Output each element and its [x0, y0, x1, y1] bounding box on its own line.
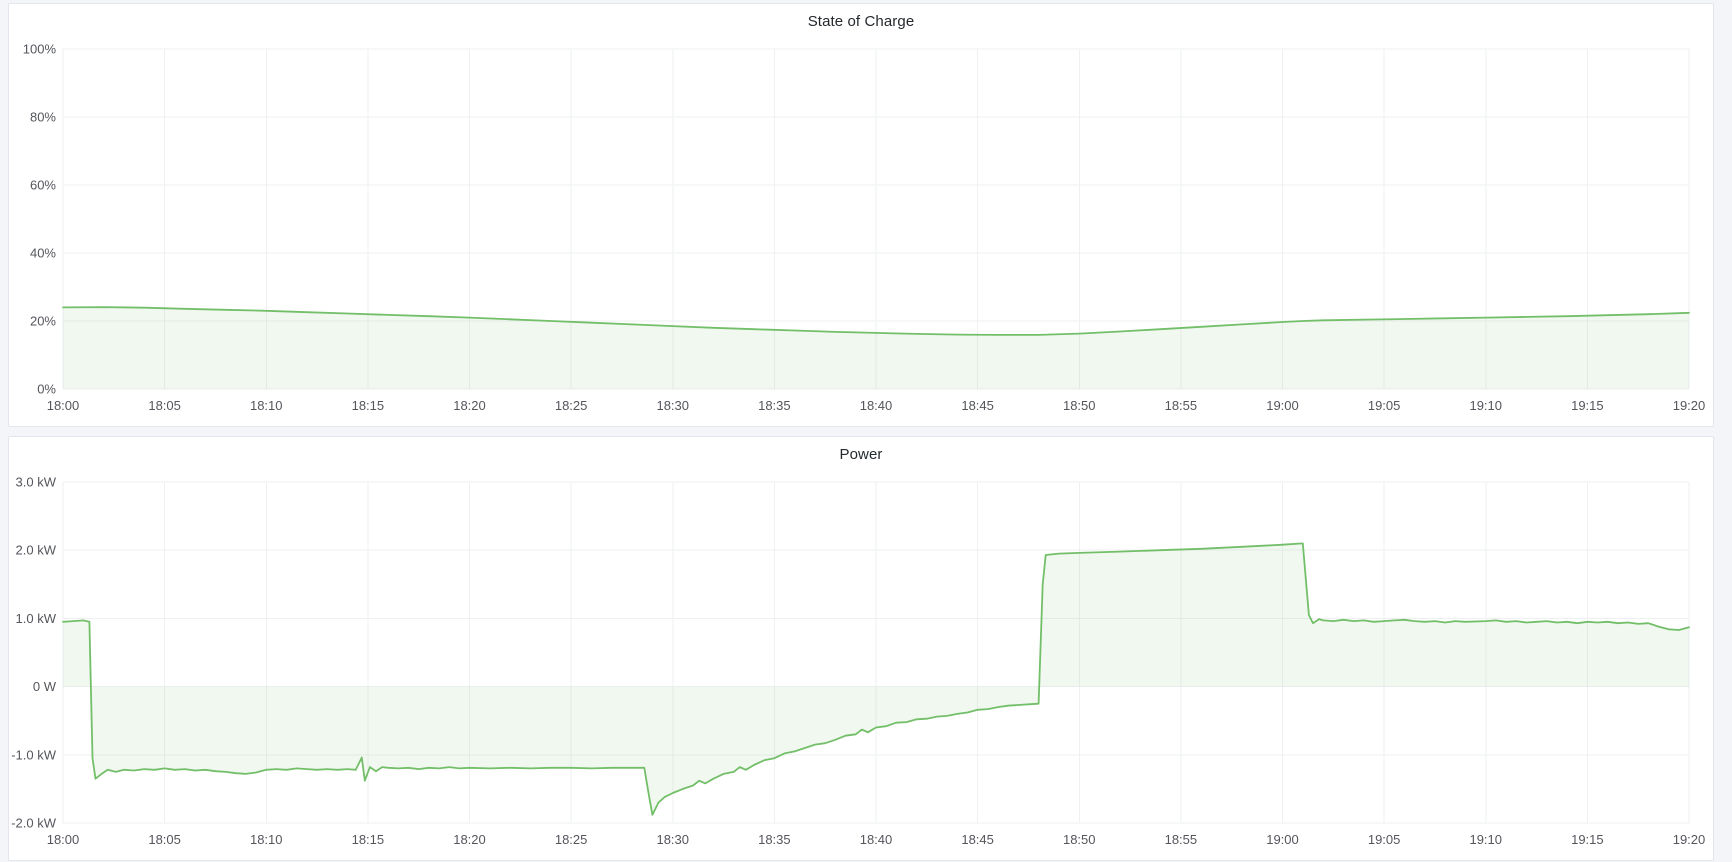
panel-title-state-of-charge[interactable]: State of Charge	[807, 12, 915, 30]
x-axis-label: 19:00	[1266, 832, 1299, 847]
x-axis-label: 18:45	[961, 398, 994, 413]
series-area	[63, 307, 1689, 389]
y-axis-label: 60%	[30, 178, 56, 193]
x-axis-label: 19:05	[1368, 398, 1401, 413]
y-axis-label: 3.0 kW	[16, 475, 57, 490]
y-axis-label: 100%	[23, 42, 57, 57]
x-axis-label: 18:40	[860, 832, 893, 847]
y-axis-label: 40%	[30, 246, 56, 261]
x-axis-label: 18:10	[250, 398, 283, 413]
y-axis-label: -1.0 kW	[11, 747, 57, 762]
x-axis-label: 18:20	[453, 398, 486, 413]
x-axis-label: 18:20	[453, 832, 486, 847]
y-axis-label: -2.0 kW	[11, 816, 57, 831]
x-axis-label: 18:25	[555, 398, 588, 413]
y-axis-label: 0%	[37, 382, 56, 397]
x-axis-label: 18:30	[656, 832, 689, 847]
power-chart-svg[interactable]: -2.0 kW -1.0 kW 0 W 1.0 kW 2.0 kW 3.0 kW 18:00…	[9, 471, 1713, 860]
state-of-charge-chart-svg[interactable]: 0% 20% 40% 60% 80% 100% 18:00 18:05 18:10 18:15 18…	[9, 38, 1713, 426]
panel-title-power[interactable]: Power	[839, 445, 883, 463]
x-axis-label: 18:15	[352, 832, 385, 847]
y-axis-label: 80%	[30, 110, 56, 125]
x-axis-label: 18:00	[47, 398, 80, 413]
x-axis-label: 19:10	[1469, 832, 1502, 847]
series-line	[62, 542, 1690, 816]
x-axis-label: 18:50	[1063, 832, 1096, 847]
x-axis-label: 19:10	[1469, 398, 1502, 413]
y-axis-label: 1.0 kW	[16, 611, 57, 626]
x-axis-label: 19:20	[1673, 832, 1706, 847]
x-axis-label: 18:35	[758, 832, 791, 847]
x-axis-label: 19:15	[1571, 832, 1604, 847]
panel-power: Power -2.0 kW -1.0 kW 0 W 1.0 kW 2.0 kW 3.0 k…	[8, 436, 1714, 861]
x-axis-label: 19:15	[1571, 398, 1604, 413]
x-axis-label: 19:20	[1673, 398, 1706, 413]
x-axis-label: 19:05	[1368, 832, 1401, 847]
x-axis-label: 18:05	[148, 398, 181, 413]
y-axis-label: 20%	[30, 314, 56, 329]
x-axis-label: 18:00	[47, 832, 80, 847]
state-of-charge-chart[interactable]: 0% 20% 40% 60% 80% 100% 18:00 18:05 18:10 18:15 18…	[9, 38, 1713, 426]
x-axis-label: 18:05	[148, 832, 181, 847]
x-axis-label: 18:50	[1063, 398, 1096, 413]
series-area	[63, 543, 1689, 815]
x-axis-label: 18:25	[555, 832, 588, 847]
power-chart[interactable]: -2.0 kW -1.0 kW 0 W 1.0 kW 2.0 kW 3.0 kW 18:00…	[9, 471, 1713, 860]
x-axis-label: 18:30	[656, 398, 689, 413]
x-axis-label: 18:55	[1165, 832, 1198, 847]
x-axis-label: 18:35	[758, 398, 791, 413]
x-axis-label: 18:45	[961, 832, 994, 847]
series-line	[62, 306, 1690, 336]
y-axis-label: 2.0 kW	[16, 543, 57, 558]
x-axis-label: 18:55	[1165, 398, 1198, 413]
x-axis-label: 18:15	[352, 398, 385, 413]
y-axis-label: 0 W	[33, 679, 57, 694]
x-axis-label: 19:00	[1266, 398, 1299, 413]
panel-state-of-charge: State of Charge 0% 20% 40% 60% 80% 100% 18:00 1…	[8, 3, 1714, 427]
x-axis-label: 18:40	[860, 398, 893, 413]
x-axis-label: 18:10	[250, 832, 283, 847]
